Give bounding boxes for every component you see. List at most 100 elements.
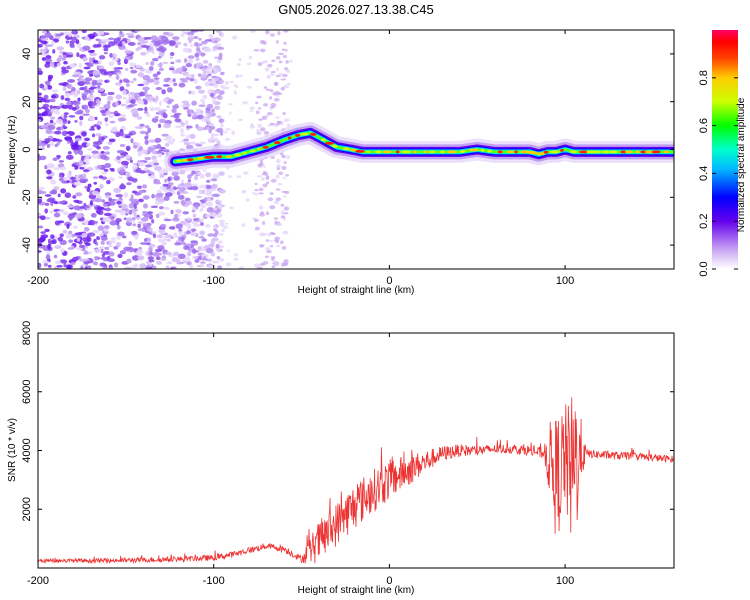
noise-speckle (196, 195, 202, 199)
noise-speckle (168, 40, 176, 46)
noise-speckle (138, 145, 143, 152)
noise-speckle (104, 246, 110, 251)
noise-speckle (199, 173, 205, 179)
noise-speckle (194, 52, 200, 58)
noise-speckle (81, 105, 86, 110)
noise-speckle (148, 66, 154, 71)
noise-speckle (44, 202, 50, 206)
noise-speckle (82, 56, 88, 62)
noise-speckle (163, 195, 170, 201)
noise-speckle (196, 171, 201, 175)
noise-speckle (273, 217, 279, 220)
ridge-peak (366, 150, 370, 154)
noise-speckle (120, 114, 126, 118)
noise-speckle (174, 242, 182, 246)
noise-speckle (282, 30, 289, 33)
noise-speckle (178, 236, 182, 241)
noise-speckle (45, 57, 52, 63)
noise-speckle (211, 183, 218, 189)
ridge-peak (204, 155, 215, 159)
noise-speckle (84, 137, 91, 141)
noise-speckle (163, 137, 172, 141)
noise-speckle (123, 217, 127, 220)
snr-panel: -200 -100 0 100 2000 4000 6000 8000 Height of … (7, 321, 675, 596)
noise-speckle (137, 116, 143, 120)
noise-speckle (91, 150, 99, 154)
noise-speckle (238, 118, 244, 121)
noise-speckle (173, 251, 180, 256)
noise-speckle (101, 199, 105, 203)
noise-speckle (91, 81, 97, 86)
noise-speckle (282, 195, 287, 198)
noise-speckle (233, 257, 239, 261)
noise-speckle (103, 104, 111, 110)
noise-speckle (95, 33, 99, 37)
noise-speckle (185, 62, 192, 68)
noise-speckle (191, 100, 197, 106)
ridge-peak (423, 150, 428, 154)
noise-speckle (38, 43, 43, 48)
noise-speckle (151, 150, 158, 155)
noise-speckle (93, 176, 99, 179)
noise-speckle (205, 110, 211, 114)
noise-speckle (183, 182, 192, 189)
noise-speckle (142, 195, 150, 200)
noise-speckle (68, 230, 73, 235)
y-tick-label: 4000 (21, 438, 33, 462)
ridge-peak (549, 150, 560, 154)
noise-speckle (97, 79, 104, 83)
noise-speckle (206, 70, 211, 75)
noise-speckle (120, 155, 125, 159)
noise-speckle (169, 52, 175, 57)
noise-speckle (111, 57, 119, 62)
ridge-peak (663, 150, 669, 154)
noise-speckle (74, 111, 83, 115)
noise-speckle (44, 228, 50, 233)
noise-speckle (235, 74, 240, 79)
noise-speckle (166, 238, 171, 242)
noise-speckle (147, 256, 154, 261)
noise-speckle (184, 119, 189, 126)
noise-speckle (88, 73, 94, 77)
noise-speckle (199, 207, 204, 212)
noise-speckle (262, 164, 266, 168)
noise-speckle (258, 192, 264, 195)
noise-speckle (185, 217, 191, 221)
ridge-peak (249, 149, 256, 153)
noise-speckle (157, 123, 162, 129)
noise-speckle (58, 82, 66, 86)
chart-title: GN05.2026.027.13.38.C45 (278, 2, 433, 17)
noise-speckle (258, 107, 261, 110)
noise-speckle (159, 231, 167, 235)
noise-speckle (216, 59, 222, 64)
noise-speckle (173, 113, 180, 119)
noise-speckle (205, 184, 212, 190)
noise-speckle (145, 213, 151, 218)
noise-speckle (275, 188, 281, 191)
noise-speckle (163, 123, 172, 129)
noise-speckle (139, 123, 145, 127)
noise-speckle (74, 232, 83, 236)
noise-speckle (165, 265, 170, 269)
noise-speckle (167, 176, 171, 182)
noise-speckle (78, 244, 86, 249)
noise-speckle (192, 111, 197, 117)
noise-speckle (117, 61, 121, 66)
colorbar-gradient (712, 30, 738, 269)
noise-speckle (82, 113, 90, 116)
noise-speckle (142, 210, 147, 214)
noise-speckle (96, 120, 103, 126)
noise-speckle (281, 165, 287, 170)
noise-speckle (146, 113, 151, 117)
noise-speckle (117, 231, 125, 237)
noise-speckle (132, 209, 136, 214)
noise-speckle (118, 117, 127, 122)
noise-speckle (181, 122, 185, 127)
ridge-peak (242, 151, 247, 155)
noise-speckle (186, 261, 192, 266)
ridge-peak (400, 150, 412, 154)
noise-speckle (198, 37, 202, 41)
noise-speckle (159, 173, 165, 178)
noise-speckle (157, 153, 163, 158)
noise-speckle (267, 197, 274, 202)
